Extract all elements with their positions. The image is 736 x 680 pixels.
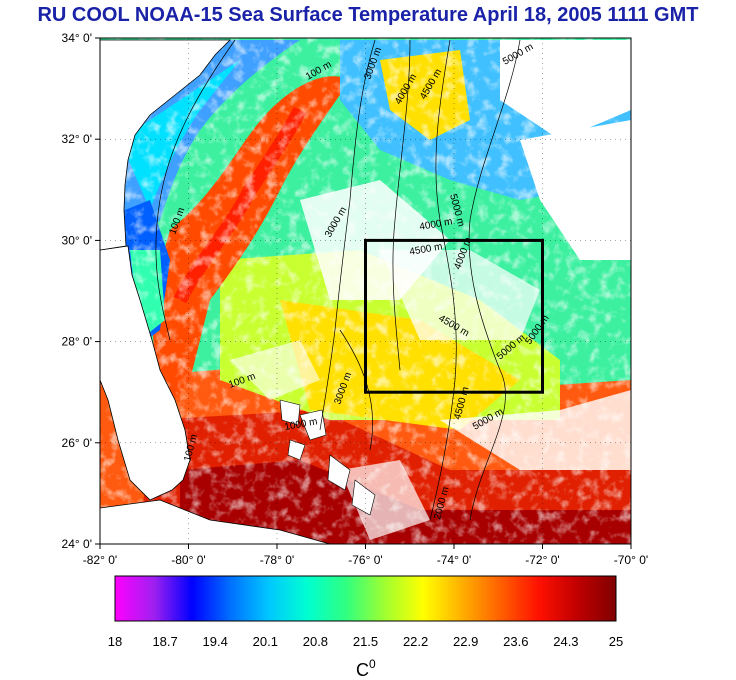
longitude-axis-labels: -82° 0' -80° 0' -78° 0' -76° 0' -74° 0' -72° … [83,553,648,567]
lon-tick-label: -76° 0' [348,553,382,567]
lat-tick-label: 34° 0' [62,31,92,45]
study-region-box [364,238,544,394]
colorbar: 18 18.7 19.4 20.1 20.8 21.5 22.2 22.9 23.6 24.3 25… [108,575,623,680]
lon-tick-label: -70° 0' [614,553,648,567]
colorbar-tick-label: 22.9 [453,634,478,649]
colorbar-tick-label: 23.6 [503,634,528,649]
colorbar-tick-label: 18.7 [152,634,177,649]
colorbar-tick-label: 19.4 [203,634,228,649]
lon-tick-label: -74° 0' [437,553,471,567]
bathymetry-contours [155,39,521,521]
bahamas-islands [279,399,376,516]
lon-tick-label: -78° 0' [260,553,294,567]
colorbar-tick-label: 20.1 [253,634,278,649]
lon-tick-label: -80° 0' [171,553,205,567]
colorbar-tick-label: 21.5 [353,634,378,649]
latitude-axis-labels: 34° 0' 32° 0' 30° 0' 28° 0' 26° 0' 24° 0' [62,31,92,551]
colorbar-tick-label: 24.3 [553,634,578,649]
lat-tick-label: 30° 0' [62,233,92,247]
lat-tick-label: 26° 0' [62,436,92,450]
colorbar-unit: C0 [356,657,376,680]
cuba-landmass [100,499,331,544]
colorbar-tick-label: 22.2 [403,634,428,649]
sst-plot-area: 100 m 3000 m 4000 m 4500 m 5000 m 100 m … [100,38,631,544]
lon-tick-label: -72° 0' [525,553,559,567]
lat-tick-label: 24° 0' [62,537,92,551]
colorbar-tick-label: 18 [108,634,122,649]
lon-tick-label: -82° 0' [83,553,117,567]
us-coastline [100,39,231,251]
florida-landmass [100,245,191,501]
lat-tick-label: 28° 0' [62,335,92,349]
colorbar-gradient [114,575,617,622]
colorbar-tick-label: 20.8 [303,634,328,649]
map-title: RU COOL NOAA-15 Sea Surface Temperature … [37,4,699,26]
colorbar-tick-label: 25 [609,634,623,649]
lat-tick-label: 32° 0' [62,132,92,146]
